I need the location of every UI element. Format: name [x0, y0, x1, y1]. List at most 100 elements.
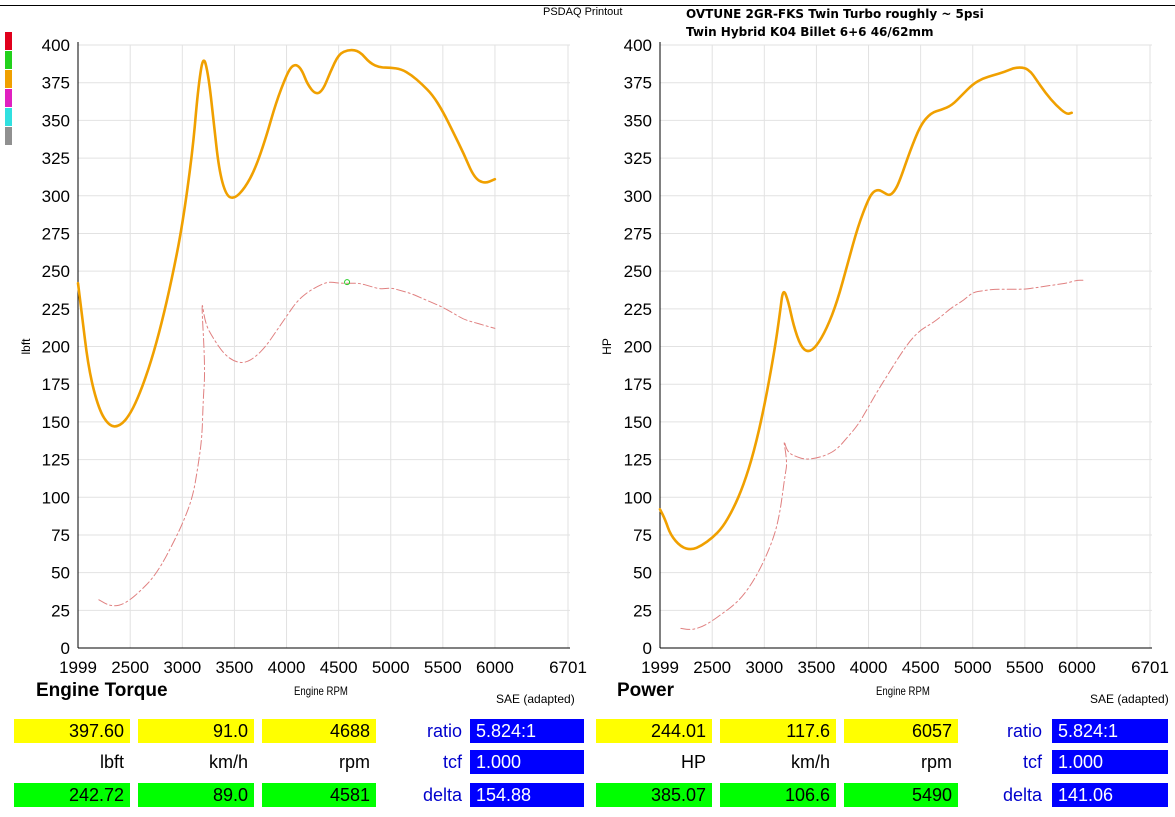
power-speed-unit: km/h [790, 752, 830, 772]
x-tick-label: 4000 [268, 658, 306, 677]
y-axis-label: lbft [19, 338, 33, 355]
y-tick-label: 25 [51, 601, 70, 620]
secondary-series-line [98, 281, 496, 607]
power-peak-rpm: 6057 [844, 719, 958, 743]
y-tick-label: 300 [42, 187, 70, 206]
x-tick-label: 3500 [216, 658, 254, 677]
torque-peak-rpm: 4688 [262, 719, 376, 743]
torque-chart: 0 25 50 75 100 125 150 175 200 225 250 275 300 325 350… [19, 36, 587, 677]
torque-tcf-label: tcf [442, 752, 462, 772]
y-tick-label: 125 [42, 451, 70, 470]
y-tick-label: 350 [624, 111, 652, 130]
series-swatch [5, 32, 12, 50]
y-tick-label: 0 [643, 639, 652, 658]
series-swatch [5, 70, 12, 88]
y-tick-label: 275 [624, 224, 652, 243]
y-tick-label: 300 [624, 187, 652, 206]
x-tick-label: 5500 [424, 658, 462, 677]
x-tick-label: 6000 [476, 658, 514, 677]
y-tick-label: 325 [624, 149, 652, 168]
torque-correction-label: SAE (adapted) [496, 692, 575, 706]
x-tick-label: 2500 [693, 658, 731, 677]
y-tick-label: 200 [42, 338, 70, 357]
x-tick-label: 3500 [798, 658, 836, 677]
secondary-series-line [680, 279, 1084, 630]
y-tick-label: 50 [633, 564, 652, 583]
y-tick-label: 125 [624, 451, 652, 470]
power-cursor-rpm: 5490 [844, 783, 958, 807]
torque-cursor-speed: 89.0 [138, 783, 254, 807]
x-tick-label: 5000 [954, 658, 992, 677]
power-rpm-unit: rpm [921, 752, 952, 772]
x-tick-label: 6701 [549, 658, 587, 677]
torque-ratio-label: ratio [426, 721, 462, 741]
power-tcf-label: tcf [1022, 752, 1042, 772]
power-chart: 0 25 50 75 100 125 150 175 200 225 250 275 300 325 350… [600, 36, 1169, 677]
dyno-charts: 0255075100125150175200225250275300325350… [19, 36, 1169, 677]
y-tick-label: 250 [42, 262, 70, 281]
y-tick-label: 175 [42, 375, 70, 394]
y-tick-label: 75 [633, 526, 652, 545]
y-tick-label: 100 [624, 488, 652, 507]
y-tick-label: 375 [624, 74, 652, 93]
y-tick-label: 350 [42, 111, 70, 130]
primary-series-line [76, 48, 497, 428]
y-tick-label: 250 [624, 262, 652, 281]
series-swatch [5, 89, 12, 107]
power-peak-value: 244.01 [596, 719, 712, 743]
torque-xaxis-label: Engine RPM [294, 684, 348, 698]
primary-series-line [658, 66, 1073, 551]
series-swatch [5, 108, 12, 126]
y-tick-label: 400 [624, 36, 652, 55]
y-tick-label: 400 [42, 36, 70, 55]
power-delta-value: 141.06 [1052, 783, 1168, 807]
torque-delta-value: 154.88 [470, 783, 584, 807]
y-tick-label: 50 [51, 564, 70, 583]
x-tick-label: 1999 [59, 658, 97, 677]
x-tick-label: 5500 [1006, 658, 1044, 677]
torque-cursor-rpm: 4581 [262, 783, 376, 807]
power-ratio-label: ratio [1006, 721, 1042, 741]
power-xaxis-label: Engine RPM [876, 684, 930, 698]
power-tcf-value: 1.000 [1052, 750, 1168, 774]
y-tick-label: 175 [624, 375, 652, 394]
y-tick-label: 225 [42, 300, 70, 319]
cursor-marker [344, 279, 351, 286]
x-tick-label: 3000 [745, 658, 783, 677]
power-panel-title: Power [617, 680, 675, 701]
y-tick-label: 375 [42, 74, 70, 93]
torque-cursor-value: 242.72 [14, 783, 130, 807]
torque-ratio-value: 5.824:1 [470, 719, 584, 743]
power-cursor-value: 385.07 [596, 783, 712, 807]
y-tick-label: 275 [42, 224, 70, 243]
y-tick-label: 25 [633, 601, 652, 620]
x-tick-label: 4500 [902, 658, 940, 677]
torque-panel-title: Engine Torque [36, 680, 168, 701]
x-tick-label: 5000 [372, 658, 410, 677]
power-ratio-value: 5.824:1 [1052, 719, 1168, 743]
torque-rpm-unit: rpm [339, 752, 370, 772]
y-tick-label: 0 [61, 639, 70, 658]
x-tick-label: 4000 [850, 658, 888, 677]
power-peak-speed: 117.6 [720, 719, 836, 743]
y-tick-label: 150 [42, 413, 70, 432]
x-tick-label: 6701 [1131, 658, 1169, 677]
x-tick-label: 3000 [163, 658, 201, 677]
power-correction-label: SAE (adapted) [1090, 692, 1169, 706]
run-title-line2: Twin Hybrid K04 Billet 6+6 46/62mm [686, 25, 934, 39]
y-tick-label: 200 [624, 338, 652, 357]
x-tick-label: 2500 [111, 658, 149, 677]
x-tick-label: 6000 [1058, 658, 1096, 677]
y-axis-label: HP [600, 338, 614, 355]
power-unit: HP [680, 752, 706, 772]
power-delta-label: delta [1002, 785, 1042, 805]
printout-label: PSDAQ Printout [543, 6, 623, 18]
x-tick-label: 1999 [641, 658, 679, 677]
y-tick-label: 75 [51, 526, 70, 545]
y-tick-label: 325 [42, 149, 70, 168]
power-cursor-speed: 106.6 [720, 783, 836, 807]
x-tick-label: 4500 [320, 658, 358, 677]
torque-delta-label: delta [422, 785, 462, 805]
torque-tcf-value: 1.000 [470, 750, 584, 774]
top-border [0, 5, 1175, 6]
